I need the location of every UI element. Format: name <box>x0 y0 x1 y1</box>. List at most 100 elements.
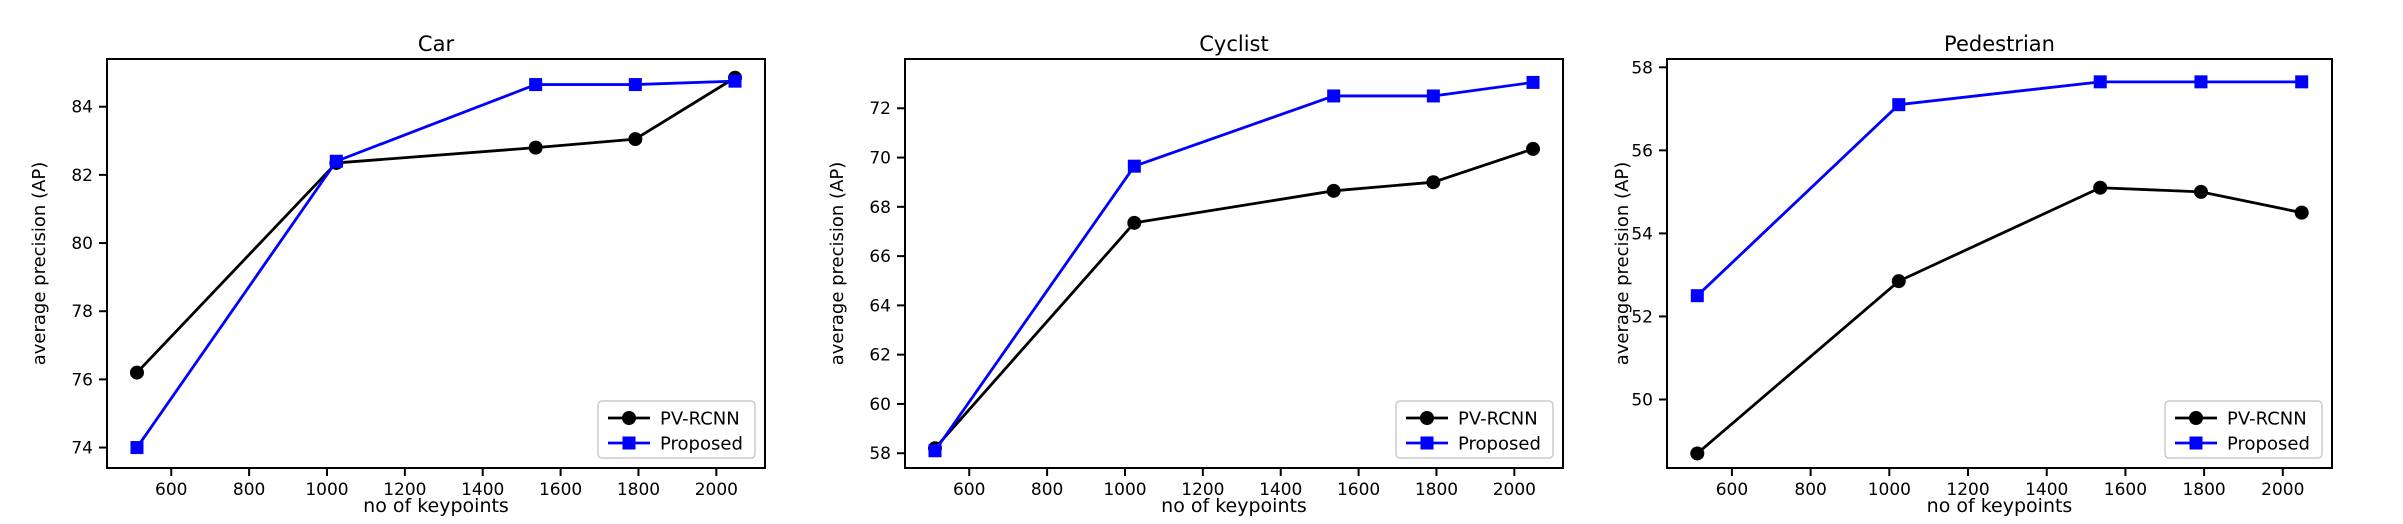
y-axis-label: average precision (AP) <box>29 162 50 366</box>
series-proposed <box>130 74 742 455</box>
proposed-marker <box>628 78 642 92</box>
y-axis-label: average precision (AP) <box>827 162 848 366</box>
pv-rcnn-marker <box>1426 175 1441 190</box>
y-tick-label: 50 <box>1631 390 1653 410</box>
x-tick-label: 1400 <box>2025 480 2068 500</box>
chart-car: 600 800 1000 1200 1400 1600 1800 2000 74 76 78 80 82… <box>29 32 766 517</box>
x-tick-label: 1400 <box>1259 480 1302 500</box>
x-axis-label: no of keypoints <box>1161 495 1307 517</box>
x-tick-label: 800 <box>233 480 265 500</box>
x-tick-label: 1400 <box>461 480 504 500</box>
y-tick-label: 82 <box>71 166 93 186</box>
x-tick-label: 1200 <box>1946 480 1989 500</box>
legend-proposed-marker <box>622 436 636 450</box>
pv-rcnn-marker <box>1891 274 1906 289</box>
chart-title: Pedestrian <box>1944 32 2055 56</box>
legend-pv-rcnn-marker <box>622 411 636 425</box>
x-tick-label: 800 <box>1031 480 1063 500</box>
proposed-marker <box>1327 89 1341 103</box>
plot-frame <box>904 58 1564 469</box>
legend-pv-rcnn-label: PV-RCNN <box>660 408 740 429</box>
proposed-marker <box>728 74 742 88</box>
y-tick-label: 68 <box>869 198 891 218</box>
y-tick-label: 58 <box>869 444 891 464</box>
x-axis-label: no of keypoints <box>363 495 509 517</box>
x-axis-label: no of keypoints <box>1927 495 2073 517</box>
proposed-marker <box>2093 75 2107 89</box>
legend-proposed-label: Proposed <box>660 433 743 454</box>
x-tick-label: 800 <box>1794 480 1826 500</box>
x-axis: 600 800 1000 1200 1400 1600 1800 2000 <box>1716 468 2304 500</box>
plot-frame <box>1666 58 2333 469</box>
y-tick-label: 62 <box>869 346 891 366</box>
x-tick-label: 1200 <box>1181 480 1224 500</box>
plot-frame <box>106 58 766 469</box>
x-axis: 600 800 1000 1200 1400 1600 1800 2000 <box>953 468 1536 500</box>
x-tick-label: 1800 <box>617 480 660 500</box>
y-axis: 74 76 78 80 82 84 <box>71 98 107 459</box>
chart-title: Cyclist <box>1199 32 1268 56</box>
legend-pv-rcnn-label: PV-RCNN <box>1458 408 1538 429</box>
x-tick-label: 1000 <box>1868 480 1911 500</box>
proposed-line <box>1696 80 2302 297</box>
y-axis-label: average precision (AP) <box>1612 162 1633 366</box>
series-proposed <box>1690 75 2309 303</box>
y-tick-label: 74 <box>71 439 93 459</box>
y-axis: 50 52 54 56 58 <box>1631 58 1667 410</box>
y-tick-label: 70 <box>869 149 891 169</box>
x-tick-label: 2000 <box>1493 480 1536 500</box>
legend-pv-rcnn-marker <box>2189 411 2203 425</box>
y-tick-label: 80 <box>71 234 93 254</box>
proposed-marker <box>1526 75 1540 89</box>
legend-proposed-marker <box>2189 436 2203 450</box>
y-axis: 58 60 62 64 66 68 70 72 <box>869 99 905 464</box>
chart-cyclist: 600 800 1000 1200 1400 1600 1800 2000 58 60 62 64 66… <box>827 32 1564 517</box>
proposed-marker <box>1127 159 1141 173</box>
pv-rcnn-marker <box>2193 184 2208 199</box>
proposed-marker <box>2194 75 2208 89</box>
legend-proposed-label: Proposed <box>1458 433 1541 454</box>
proposed-marker <box>1426 89 1440 103</box>
x-tick-label: 1000 <box>305 480 348 500</box>
proposed-line <box>135 79 736 449</box>
x-tick-label: 2000 <box>2261 480 2304 500</box>
x-tick-label: 600 <box>155 480 187 500</box>
legend-pv-rcnn-marker <box>1420 411 1434 425</box>
proposed-marker <box>329 154 343 168</box>
y-tick-label: 56 <box>1631 141 1653 161</box>
series-proposed <box>928 75 1540 458</box>
x-tick-label: 1800 <box>1415 480 1458 500</box>
series-pv-rcnn <box>129 70 743 380</box>
pv-rcnn-marker <box>1690 446 1705 461</box>
pv-rcnn-marker <box>528 140 543 155</box>
y-tick-label: 52 <box>1631 307 1653 327</box>
proposed-line <box>933 81 1534 452</box>
proposed-marker <box>928 444 942 458</box>
y-tick-label: 84 <box>71 98 93 118</box>
x-tick-label: 1800 <box>2182 480 2225 500</box>
pv-rcnn-marker <box>1127 215 1142 230</box>
x-tick-label: 2000 <box>695 480 738 500</box>
x-tick-label: 1200 <box>383 480 426 500</box>
chart-pedestrian: 600 800 1000 1200 1400 1600 1800 2000 50 52 54 56 58… <box>1612 32 2333 517</box>
series-pv-rcnn <box>1690 180 2309 461</box>
y-tick-label: 76 <box>71 370 93 390</box>
legend-proposed-label: Proposed <box>2227 433 2310 454</box>
pv-rcnn-marker <box>1526 141 1541 156</box>
y-tick-label: 66 <box>869 247 891 267</box>
legend: PV-RCNN Proposed <box>597 400 756 459</box>
x-tick-label: 1600 <box>539 480 582 500</box>
x-tick-label: 600 <box>1716 480 1748 500</box>
proposed-marker <box>1892 98 1906 112</box>
pv-rcnn-marker <box>628 132 643 147</box>
y-tick-label: 78 <box>71 302 93 322</box>
y-tick-label: 72 <box>869 99 891 119</box>
legend-pv-rcnn-label: PV-RCNN <box>2227 408 2307 429</box>
x-tick-label: 600 <box>953 480 985 500</box>
proposed-marker <box>1690 289 1704 303</box>
x-tick-label: 1000 <box>1103 480 1146 500</box>
legend-proposed-marker <box>1420 436 1434 450</box>
pv-rcnn-marker <box>2093 180 2108 195</box>
